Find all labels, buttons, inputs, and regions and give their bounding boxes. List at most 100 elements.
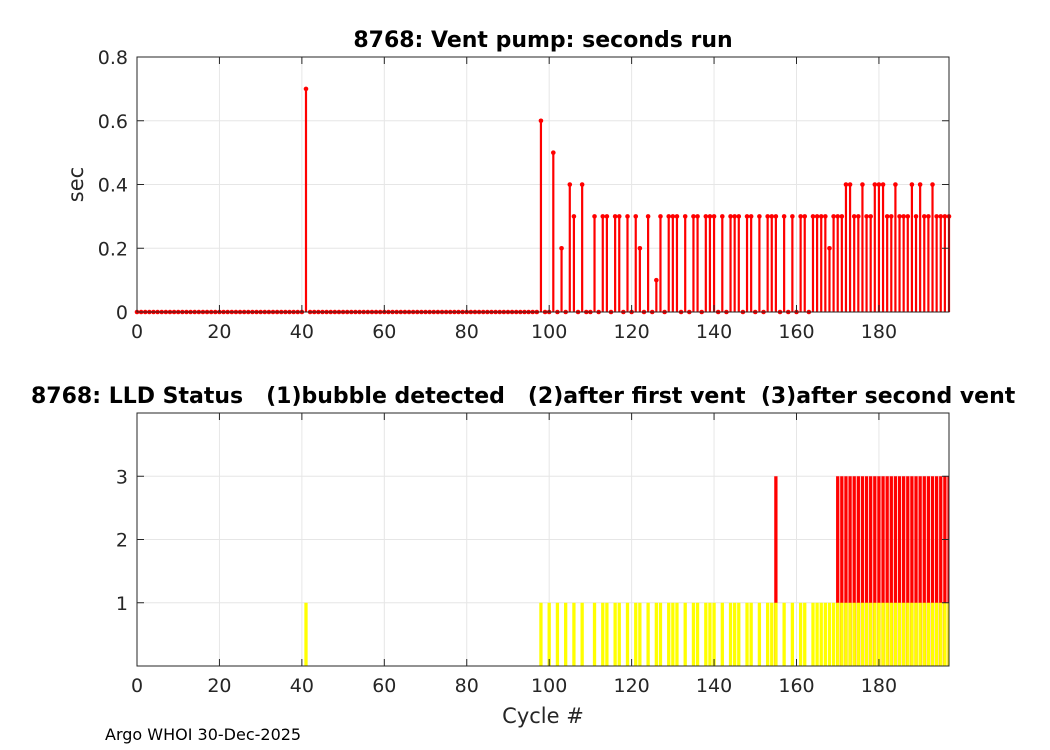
vent-pump-point [818, 214, 824, 219]
vent-pump-y-tick-label: 0 [116, 302, 128, 324]
lld-status-bar-bubble-detected [638, 602, 642, 666]
lld-status-bar-after-second-vent [856, 476, 860, 666]
lld-status-bar-after-second-vent [885, 476, 889, 666]
vent-pump-point [909, 182, 915, 187]
vent-pump-point [538, 118, 544, 124]
vent-pump-point [703, 214, 709, 219]
vent-pump-point [938, 214, 944, 219]
lld-status-bar-bubble-detected [733, 602, 737, 666]
lld-status-bar-bubble-detected [918, 602, 922, 666]
lld-status-bar-after-second-vent [943, 476, 947, 666]
lld-status-bar-after-second-vent [930, 476, 935, 666]
vent-pump-point [831, 214, 836, 219]
lld-status-bar-after-second-vent [836, 476, 840, 666]
vent-pump-point [856, 214, 861, 219]
lld-status-bar-bubble-detected [671, 602, 675, 666]
lld-status-bar-bubble-detected [836, 602, 840, 666]
lld-status-bar-bubble-detected [601, 602, 605, 666]
vent-pump-point [930, 182, 935, 187]
lld-status-bar-bubble-detected [893, 602, 898, 666]
lld-status-bar-bubble-detected [745, 602, 749, 666]
lld-status-bar-bubble-detected [897, 602, 902, 666]
lld-status-bar-bubble-detected [304, 602, 308, 666]
vent-pump-point [633, 214, 639, 219]
lld-status-bar-bubble-detected [613, 602, 617, 666]
vent-pump-y-label: sec [64, 167, 88, 202]
vent-pump-point [658, 214, 663, 219]
lld-status-bar-bubble-detected [654, 602, 658, 666]
vent-pump-point [868, 214, 873, 219]
vent-pump-point [728, 214, 733, 219]
vent-pump-chart: 0 20 40 60 80 100 120 140 160 180 0 0.2 0.4 0.6 0.8 8… [64, 28, 952, 343]
vent-pump-point [814, 214, 820, 219]
lld-status-bar-bubble-detected [815, 602, 819, 666]
lld-status-bar-bubble-detected [728, 602, 733, 666]
vent-pump-point [765, 214, 770, 219]
lld-status-y-tick-label: 3 [116, 466, 128, 488]
vent-pump-point [559, 245, 564, 251]
lld-status-bar-after-second-vent [889, 476, 893, 666]
lld-status-bar-bubble-detected [856, 602, 860, 666]
lld-status-bar-bubble-detected [675, 602, 679, 666]
lld-status-bar-bubble-detected [572, 602, 576, 666]
vent-pump-point [748, 214, 754, 219]
lld-status-bar-bubble-detected [831, 602, 836, 666]
lld-status-y-tick-label: 1 [116, 593, 128, 615]
vent-pump-point [773, 214, 779, 219]
lld-status-bars [304, 476, 949, 666]
lld-status-bar-bubble-detected [564, 602, 568, 666]
lld-status-bar-after-second-vent [881, 476, 885, 666]
lld-status-bar-bubble-detected [704, 602, 708, 666]
vent-pump-point [847, 182, 853, 187]
lld-status-bar-bubble-detected [737, 602, 741, 666]
lld-status-bar-bubble-detected [930, 602, 935, 666]
vent-pump-point [934, 214, 939, 219]
lld-status-bar-bubble-detected [889, 602, 893, 666]
vent-pump-x-tick-label: 40 [290, 321, 314, 343]
vent-pump-point [719, 214, 725, 219]
lld-status-bar-after-second-vent [939, 476, 943, 666]
lld-status-bar-bubble-detected [646, 602, 650, 666]
vent-pump-x-tick-label: 80 [455, 321, 479, 343]
footer-credit: Argo WHOI 30-Dec-2025 [105, 725, 302, 744]
lld-status-x-tick-label: 60 [372, 675, 396, 697]
lld-status-x-tick-label: 120 [613, 675, 649, 697]
lld-status-x-tick-label: 140 [696, 675, 732, 697]
lld-status-title: 8768: LLD Status (1)bubble detected (2)a… [31, 384, 1016, 409]
lld-status-bar-bubble-detected [712, 602, 716, 666]
vent-pump-point [744, 214, 750, 219]
vent-pump-title: 8768: Vent pump: seconds run [353, 28, 732, 53]
lld-status-bar-bubble-detected [827, 602, 832, 666]
vent-pump-x-tick-label: 100 [531, 321, 567, 343]
lld-status-bar-bubble-detected [539, 602, 543, 666]
vent-pump-point [921, 214, 927, 219]
vent-pump-stems [134, 86, 952, 315]
vent-pump-y-tick-label: 0.8 [98, 47, 128, 69]
vent-pump-point [905, 214, 911, 219]
vent-pump-point [860, 182, 865, 187]
lld-status-bar-bubble-detected [902, 602, 906, 666]
vent-pump-point [884, 214, 890, 219]
lld-status-bar-after-second-vent [877, 476, 881, 666]
lld-status-y-ticks: 1 2 3 [116, 466, 949, 615]
lld-status-bar-bubble-detected [790, 602, 795, 666]
lld-status-bar-bubble-detected [691, 602, 696, 666]
vent-pump-point [790, 214, 795, 219]
lld-status-bar-bubble-detected [947, 602, 949, 666]
vent-pump-point [876, 182, 882, 187]
lld-status-bar-after-second-vent [840, 476, 844, 666]
lld-status-bar-bubble-detected [869, 602, 873, 666]
lld-status-bar-bubble-detected [852, 602, 856, 666]
lld-status-bar-after-second-vent [860, 476, 865, 666]
lld-status-bar-bubble-detected [885, 602, 889, 666]
vent-pump-point [571, 214, 577, 219]
lld-status-bar-after-second-vent [774, 476, 778, 666]
vent-pump-point [798, 214, 803, 219]
lld-status-bar-bubble-detected [798, 602, 803, 666]
lld-status-bar-after-second-vent [852, 476, 856, 666]
lld-status-bar-after-second-vent [926, 476, 931, 666]
lld-status-bar-after-second-vent [914, 476, 918, 666]
lld-status-bar-bubble-detected [811, 602, 815, 666]
vent-pump-point [682, 214, 688, 219]
